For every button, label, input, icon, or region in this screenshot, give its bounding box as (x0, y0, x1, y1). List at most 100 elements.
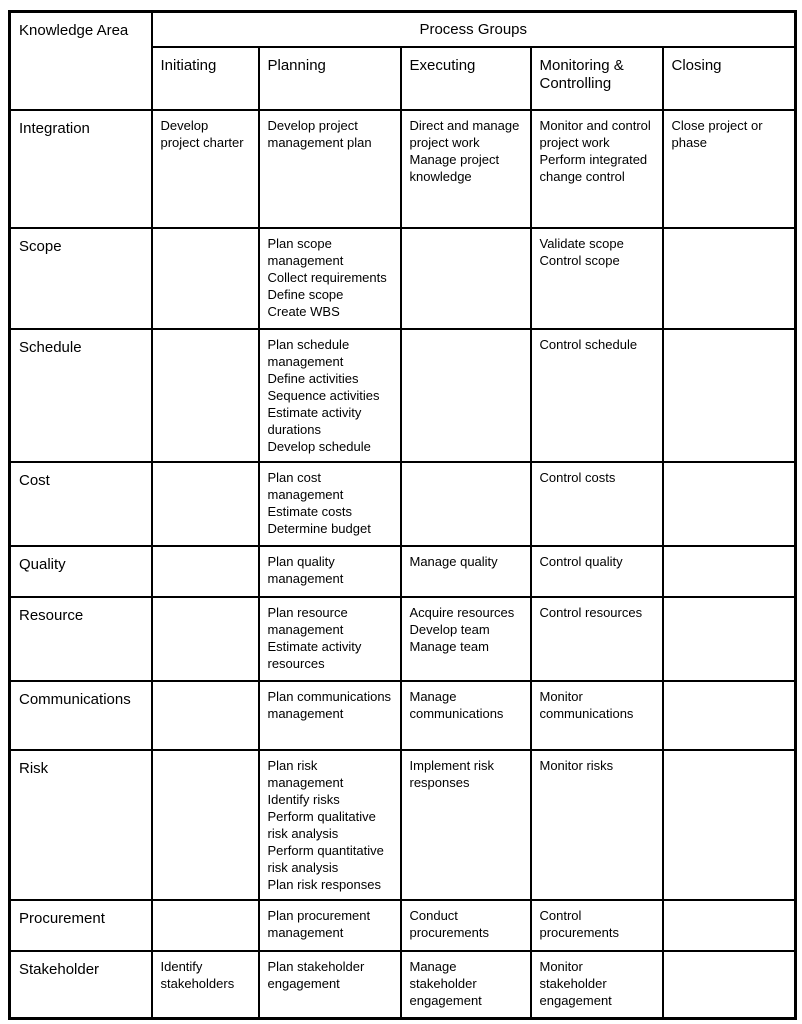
cell-scope-initiating (150, 226, 260, 330)
cell-schedule-monitoring-controlling: Control schedule (529, 327, 664, 463)
process-item: Develop team (409, 621, 490, 637)
cell-cost-initiating (150, 460, 260, 547)
cell-schedule-closing (661, 327, 797, 463)
cell-resource-monitoring-controlling: Control resources (529, 595, 664, 682)
cell-procurement-closing (661, 898, 797, 952)
cell-resource-executing: Acquire resources Develop team Manage team (399, 595, 532, 682)
knowledge-area-label-integration: Integration (8, 108, 153, 229)
knowledge-area-label-quality: Quality (8, 544, 153, 598)
table-row-resource: Resource Plan resource management Estimate… (8, 595, 797, 682)
process-item: Monitor communications (539, 688, 634, 721)
cell-scope-planning: Plan scope management Collect requirement… (257, 226, 402, 330)
knowledge-area-label-cost: Cost (8, 460, 153, 547)
cell-risk-initiating (150, 748, 260, 901)
process-item: Identify risks (267, 791, 340, 807)
process-item: Close project or phase (671, 117, 763, 150)
process-item: Direct and manage project work (409, 117, 520, 150)
cell-integration-initiating: Develop project charter (150, 108, 260, 229)
knowledge-area-label-communications: Communications (8, 679, 153, 751)
process-item: Define scope (267, 286, 344, 302)
column-header-row: Initiating Planning Executing Monitoring & … (10, 45, 797, 111)
cell-schedule-executing (399, 327, 532, 463)
process-item: Control costs (539, 469, 616, 485)
column-header-planning: Planning (257, 45, 402, 111)
cell-integration-executing: Direct and manage project work Manage pro… (399, 108, 532, 229)
table-row-stakeholder: Stakeholder Identify stakeholders Plan sta… (8, 949, 797, 1020)
cell-communications-monitoring-controlling: Monitor communications (529, 679, 664, 751)
process-item: Acquire resources (409, 604, 515, 620)
cell-procurement-monitoring-controlling: Control procurements (529, 898, 664, 952)
process-item: Perform qualitative risk analysis (267, 808, 376, 841)
process-item: Validate scope (539, 235, 624, 251)
cell-procurement-initiating (150, 898, 260, 952)
knowledge-area-label-risk: Risk (8, 748, 153, 901)
cell-cost-executing (399, 460, 532, 547)
cell-quality-monitoring-controlling: Control quality (529, 544, 664, 598)
process-item: Develop schedule (267, 438, 371, 454)
process-item: Perform quantitative risk analysis (267, 842, 384, 875)
process-item: Define activities (267, 370, 359, 386)
table-row-integration: Integration Develop project charter Develo… (8, 108, 797, 229)
cell-quality-closing (661, 544, 797, 598)
process-item: Control schedule (539, 336, 638, 352)
table-row-procurement: Procurement Plan procurement management Co… (8, 898, 797, 952)
process-item: Estimate costs (267, 503, 353, 519)
table-row-quality: Quality Plan quality management Manage qua… (8, 544, 797, 598)
cell-communications-planning: Plan communications management (257, 679, 402, 751)
process-item: Plan procurement management (267, 907, 371, 940)
process-item: Monitor and control project work (539, 117, 651, 150)
cell-scope-executing (399, 226, 532, 330)
table-row-risk: Risk Plan risk management Identify risks Pe… (8, 748, 797, 901)
table-row-communications: Communications Plan communications manage… (8, 679, 797, 751)
table-row-schedule: Schedule Plan schedule management Define a… (8, 327, 797, 463)
cell-schedule-planning: Plan schedule management Define activitie… (257, 327, 402, 463)
cell-quality-initiating (150, 544, 260, 598)
table-row-scope: Scope Plan scope management Collect requir… (8, 226, 797, 330)
process-groups-header: Process Groups (150, 10, 797, 48)
cell-procurement-executing: Conduct procurements (399, 898, 532, 952)
process-item: Plan stakeholder engagement (267, 958, 365, 991)
process-item: Identify stakeholders (160, 958, 235, 991)
cell-cost-closing (661, 460, 797, 547)
process-item: Perform integrated change control (539, 151, 648, 184)
cell-cost-planning: Plan cost management Estimate costs Determ… (257, 460, 402, 547)
process-item: Sequence activities (267, 387, 380, 403)
process-item: Monitor stakeholder engagement (539, 958, 612, 1008)
column-header-executing: Executing (399, 45, 532, 111)
cell-risk-monitoring-controlling: Monitor risks (529, 748, 664, 901)
cell-procurement-planning: Plan procurement management (257, 898, 402, 952)
cell-integration-planning: Develop project management plan (257, 108, 402, 229)
cell-schedule-initiating (150, 327, 260, 463)
knowledge-area-label-stakeholder: Stakeholder (8, 949, 153, 1020)
process-item: Manage quality (409, 553, 498, 569)
cell-communications-executing: Manage communications (399, 679, 532, 751)
process-item: Plan quality management (267, 553, 344, 586)
cell-stakeholder-executing: Manage stakeholder engagement (399, 949, 532, 1020)
process-item: Plan cost management (267, 469, 344, 502)
process-item: Plan risk responses (267, 876, 381, 892)
knowledge-area-label-resource: Resource (8, 595, 153, 682)
process-item: Develop project charter (160, 117, 244, 150)
cell-integration-closing: Close project or phase (661, 108, 797, 229)
knowledge-area-header: Knowledge Area (8, 10, 153, 111)
column-header-initiating: Initiating (150, 45, 260, 111)
cell-resource-closing (661, 595, 797, 682)
cell-scope-monitoring-controlling: Validate scope Control scope (529, 226, 664, 330)
cell-risk-executing: Implement risk responses (399, 748, 532, 901)
cell-stakeholder-monitoring-controlling: Monitor stakeholder engagement (529, 949, 664, 1020)
column-header-monitoring-controlling: Monitoring & Controlling (529, 45, 664, 111)
cell-risk-closing (661, 748, 797, 901)
process-item: Implement risk responses (409, 757, 495, 790)
process-item: Manage team (409, 638, 490, 654)
cell-stakeholder-planning: Plan stakeholder engagement (257, 949, 402, 1020)
column-header-closing: Closing (661, 45, 797, 111)
cell-resource-planning: Plan resource management Estimate activit… (257, 595, 402, 682)
process-item: Monitor risks (539, 757, 614, 773)
cell-communications-closing (661, 679, 797, 751)
cell-scope-closing (661, 226, 797, 330)
process-groups-matrix-table: Knowledge Area Process Groups Initiating… (8, 10, 797, 1020)
cell-cost-monitoring-controlling: Control costs (529, 460, 664, 547)
cell-stakeholder-initiating: Identify stakeholders (150, 949, 260, 1020)
process-item: Manage stakeholder engagement (409, 958, 482, 1008)
process-item: Determine budget (267, 520, 371, 536)
